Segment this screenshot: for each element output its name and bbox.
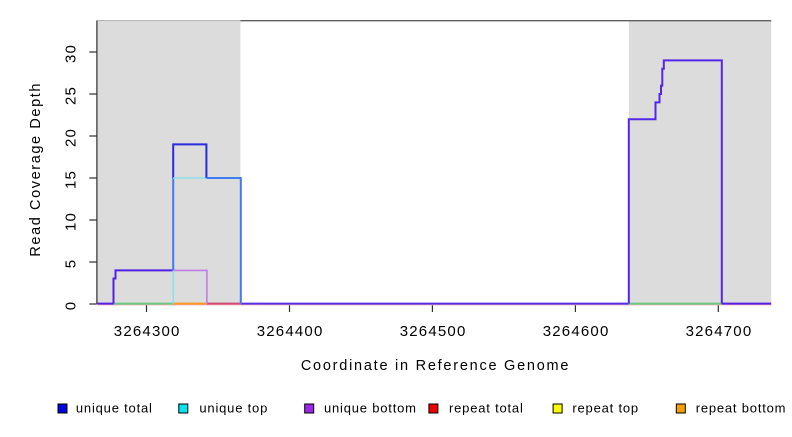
svg-text:3264300: 3264300 <box>114 323 181 340</box>
svg-text:Coordinate in Reference Genome: Coordinate in Reference Genome <box>301 358 570 374</box>
svg-text:Read Coverage Depth: Read Coverage Depth <box>28 82 44 257</box>
svg-text:3264700: 3264700 <box>686 323 753 340</box>
svg-text:repeat bottom: repeat bottom <box>696 400 787 415</box>
svg-text:5: 5 <box>62 259 79 269</box>
svg-text:30: 30 <box>62 44 79 63</box>
svg-text:20: 20 <box>62 128 79 147</box>
svg-text:3264500: 3264500 <box>400 323 467 340</box>
svg-text:0: 0 <box>62 301 79 311</box>
svg-text:3264400: 3264400 <box>257 323 324 340</box>
svg-text:repeat top: repeat top <box>572 400 639 415</box>
svg-text:unique bottom: unique bottom <box>324 400 417 415</box>
svg-text:repeat total: repeat total <box>449 400 524 415</box>
svg-text:25: 25 <box>62 86 79 105</box>
svg-text:unique top: unique top <box>199 400 268 415</box>
svg-text:15: 15 <box>62 170 79 189</box>
svg-text:10: 10 <box>62 212 79 231</box>
svg-text:unique total: unique total <box>76 400 153 415</box>
svg-text:3264600: 3264600 <box>543 323 610 340</box>
